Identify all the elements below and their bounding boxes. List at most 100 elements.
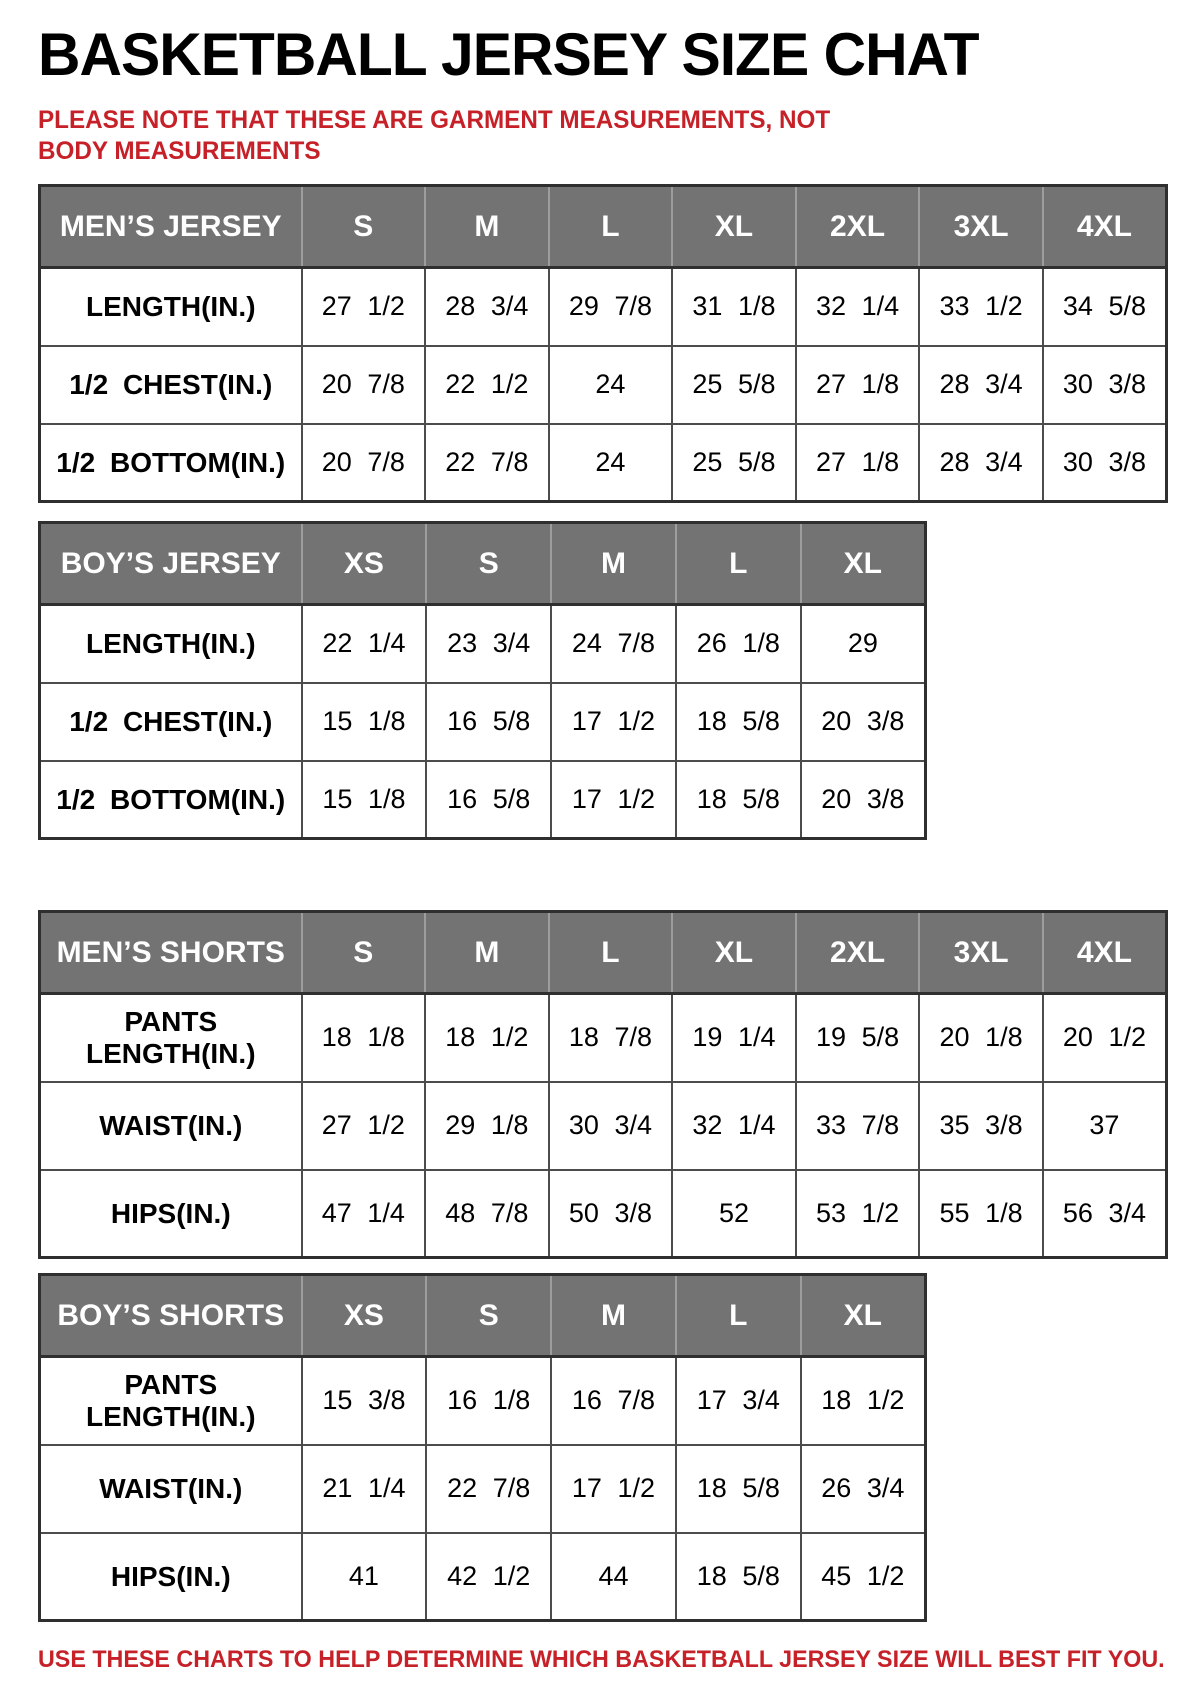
row-label-cell: WAIST(IN.) (38, 1443, 303, 1534)
row-label-cell: HIPS(IN.) (38, 1168, 303, 1259)
value-cell: 17 1/2 (550, 759, 677, 840)
table-row: WAIST(IN.) 27 1/2 29 1/8 30 3/4 32 1/4 33 7/8… (38, 1080, 1168, 1171)
size-header-cell: XL (671, 910, 797, 995)
size-header-cell: XL (799, 1273, 927, 1358)
size-header-cell: S (425, 1273, 553, 1358)
table-boys-jersey: BOY’S JERSEY XS S M L XL LENGTH(IN.) 22 1/4 23 3… (38, 521, 1200, 840)
value-cell: 28 3/4 (918, 344, 1044, 425)
value-cell: 23 3/4 (425, 603, 553, 684)
value-cell: 18 5/8 (674, 759, 802, 840)
size-header-cell: L (547, 184, 674, 269)
table-mens-shorts: MEN’S SHORTS S M L XL 2XL 3XL 4XL PANTS LENGTH(I… (38, 910, 1200, 1259)
row-label-cell: 1/2 BOTTOM(IN.) (38, 422, 303, 503)
table-row: 1/2 CHEST(IN.) 15 1/8 16 5/8 17 1/2 18 5/8 20… (38, 681, 927, 762)
value-cell: 30 3/4 (547, 1080, 674, 1171)
table-boys-shorts-grid: BOY’S SHORTS XS S M L XL PANTS LENGTH(IN.) 15 3… (38, 1273, 927, 1622)
value-cell: 26 3/4 (799, 1443, 927, 1534)
value-cell: 20 1/2 (1041, 992, 1168, 1083)
value-cell: 52 (671, 1168, 797, 1259)
value-cell: 42 1/2 (425, 1531, 553, 1622)
value-cell: 22 1/2 (424, 344, 550, 425)
row-label-cell: LENGTH(IN.) (38, 603, 303, 684)
value-cell: 15 1/8 (300, 759, 428, 840)
table-row: 1/2 CHEST(IN.) 20 7/8 22 1/2 24 25 5/8 27 1/8… (38, 344, 1168, 425)
value-cell: 16 5/8 (425, 759, 553, 840)
table-mens-jersey: MEN’S JERSEY S M L XL 2XL 3XL 4XL LENGTH(IN.) 27 … (38, 184, 1200, 503)
value-cell: 16 7/8 (550, 1355, 677, 1446)
value-cell: 24 (547, 344, 674, 425)
value-cell: 27 1/8 (794, 422, 921, 503)
value-cell: 18 7/8 (547, 992, 674, 1083)
row-label-cell: 1/2 CHEST(IN.) (38, 344, 303, 425)
value-cell: 18 1/2 (424, 992, 550, 1083)
value-cell: 55 1/8 (918, 1168, 1044, 1259)
value-cell: 30 3/8 (1041, 422, 1168, 503)
table-boys-jersey-grid: BOY’S JERSEY XS S M L XL LENGTH(IN.) 22 1/4 23 3… (38, 521, 927, 840)
value-cell: 28 3/4 (918, 422, 1044, 503)
size-header-cell: M (424, 910, 550, 995)
value-cell: 32 1/4 (671, 1080, 797, 1171)
table-mens-jersey-grid: MEN’S JERSEY S M L XL 2XL 3XL 4XL LENGTH(IN.) 27 … (38, 184, 1168, 503)
value-cell: 15 3/8 (300, 1355, 428, 1446)
size-header-cell: 2XL (794, 910, 921, 995)
value-cell: 17 1/2 (550, 1443, 677, 1534)
table-row: LENGTH(IN.) 22 1/4 23 3/4 24 7/8 26 1/8 29 (38, 603, 927, 684)
value-cell: 15 1/8 (300, 681, 428, 762)
value-cell: 25 5/8 (671, 344, 797, 425)
size-header-cell: XL (671, 184, 797, 269)
table-title-cell: BOY’S SHORTS (38, 1273, 303, 1358)
row-label-cell: PANTS LENGTH(IN.) (38, 1355, 303, 1446)
value-cell: 17 1/2 (550, 681, 677, 762)
header-row: BOY’S JERSEY XS S M L XL (38, 521, 927, 606)
value-cell: 18 5/8 (674, 1531, 802, 1622)
value-cell: 24 7/8 (550, 603, 677, 684)
table-mens-shorts-grid: MEN’S SHORTS S M L XL 2XL 3XL 4XL PANTS LENGTH(I… (38, 910, 1168, 1259)
value-cell: 18 5/8 (674, 681, 802, 762)
size-header-cell: S (425, 521, 553, 606)
row-label-cell: PANTS LENGTH(IN.) (38, 992, 303, 1083)
size-header-cell: M (550, 521, 677, 606)
header-row: MEN’S JERSEY S M L XL 2XL 3XL 4XL (38, 184, 1168, 269)
row-label-cell: 1/2 CHEST(IN.) (38, 681, 303, 762)
value-cell: 25 5/8 (671, 422, 797, 503)
size-header-cell: S (300, 910, 427, 995)
table-title-cell: BOY’S JERSEY (38, 521, 303, 606)
size-header-cell: M (424, 184, 550, 269)
value-cell: 28 3/4 (424, 266, 550, 347)
value-cell: 21 1/4 (300, 1443, 428, 1534)
size-header-cell: L (674, 1273, 802, 1358)
value-cell: 30 3/8 (1041, 344, 1168, 425)
table-row: LENGTH(IN.) 27 1/2 28 3/4 29 7/8 31 1/8 32 1/… (38, 266, 1168, 347)
row-label-cell: HIPS(IN.) (38, 1531, 303, 1622)
size-header-cell: XS (300, 521, 428, 606)
value-cell: 53 1/2 (794, 1168, 921, 1259)
size-header-cell: XS (300, 1273, 428, 1358)
value-cell: 20 3/8 (799, 759, 927, 840)
value-cell: 19 5/8 (794, 992, 921, 1083)
size-header-cell: L (674, 521, 802, 606)
value-cell: 22 1/4 (300, 603, 428, 684)
value-cell: 34 5/8 (1041, 266, 1168, 347)
size-header-cell: XL (799, 521, 927, 606)
value-cell: 27 1/2 (300, 266, 427, 347)
value-cell: 27 1/2 (300, 1080, 427, 1171)
row-label-cell: 1/2 BOTTOM(IN.) (38, 759, 303, 840)
table-title-cell: MEN’S SHORTS (38, 910, 303, 995)
value-cell: 18 1/2 (799, 1355, 927, 1446)
value-cell: 26 1/8 (674, 603, 802, 684)
value-cell: 48 7/8 (424, 1168, 550, 1259)
size-header-cell: 4XL (1041, 184, 1168, 269)
value-cell: 29 (799, 603, 927, 684)
size-header-cell: 2XL (794, 184, 921, 269)
value-cell: 33 7/8 (794, 1080, 921, 1171)
value-cell: 32 1/4 (794, 266, 921, 347)
table-row: 1/2 BOTTOM(IN.) 20 7/8 22 7/8 24 25 5/8 27 1/… (38, 422, 1168, 503)
value-cell: 31 1/8 (671, 266, 797, 347)
value-cell: 29 1/8 (424, 1080, 550, 1171)
footer-note: USE THESE CHARTS TO HELP DETERMINE WHICH… (38, 1646, 1165, 1673)
value-cell: 16 5/8 (425, 681, 553, 762)
value-cell: 19 1/4 (671, 992, 797, 1083)
value-cell: 37 (1041, 1080, 1168, 1171)
table-row: PANTS LENGTH(IN.) 18 1/8 18 1/2 18 7/8 19 1/… (38, 992, 1168, 1083)
value-cell: 56 3/4 (1041, 1168, 1168, 1259)
